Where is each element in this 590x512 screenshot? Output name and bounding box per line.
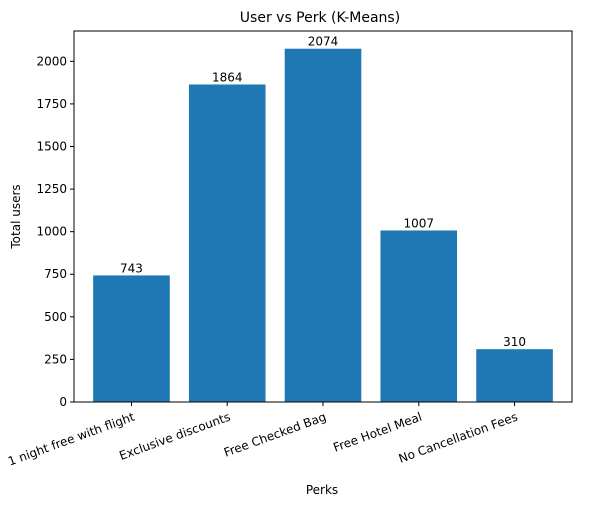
- y-axis-title: Total users: [9, 184, 23, 249]
- bar: [476, 349, 553, 402]
- y-tick-label: 500: [44, 310, 67, 324]
- y-tick-label: 1500: [36, 139, 67, 153]
- y-tick-label: 1000: [36, 225, 67, 239]
- bar-value-label: 743: [120, 261, 143, 275]
- bar-value-label: 310: [503, 335, 526, 349]
- bar: [380, 230, 458, 402]
- x-axis-title: Perks: [306, 483, 338, 497]
- bar: [284, 48, 362, 403]
- y-tick-label: 750: [44, 267, 67, 281]
- y-tick-label: 1750: [36, 97, 67, 111]
- chart-title: User vs Perk (K-Means): [240, 10, 400, 26]
- bar: [93, 275, 170, 402]
- y-axis: 0 250 500 750 1000 1250 1500 1750 2000: [36, 54, 74, 409]
- bar-value-label: 2074: [308, 35, 339, 49]
- y-tick-label: 250: [44, 352, 67, 366]
- bar: [188, 84, 266, 402]
- bar-value-label: 1864: [212, 70, 243, 84]
- y-tick-label: 1250: [36, 182, 67, 196]
- bars-group: [93, 48, 553, 403]
- x-tick-label: 1 night free with flight: [6, 410, 137, 469]
- y-tick-label: 2000: [36, 54, 67, 68]
- x-tick-label: Free Checked Bag: [222, 410, 328, 460]
- y-tick-label: 0: [59, 395, 67, 409]
- plot-frame: [73, 30, 573, 403]
- bar-labels-group: 743 1864 2074 1007 310: [120, 35, 526, 349]
- bar-value-label: 1007: [403, 216, 434, 230]
